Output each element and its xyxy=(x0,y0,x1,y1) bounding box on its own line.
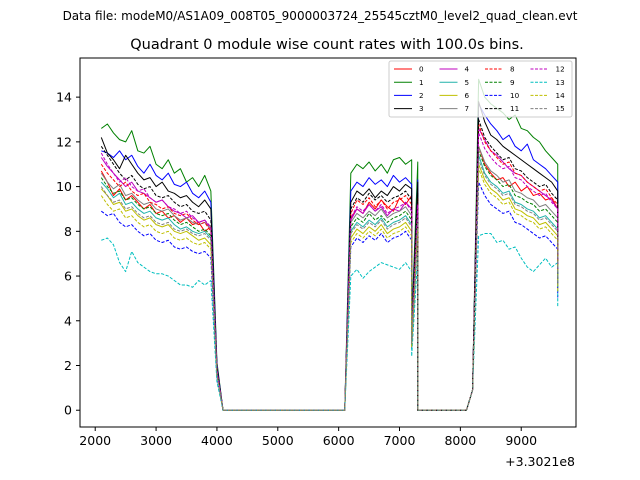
x-axis: 2000 3000 4000 5000 6000 7000 8000 9000 xyxy=(79,427,537,448)
chart-title: Quadrant 0 module wise count rates with … xyxy=(130,37,524,53)
legend-label-9: 9 xyxy=(510,78,515,87)
plot-frame xyxy=(79,57,577,428)
y-tick-label: 14 xyxy=(56,90,72,105)
legend-label-13: 13 xyxy=(556,78,565,87)
x-tick-label: 4000 xyxy=(201,433,233,448)
series-line-14 xyxy=(100,168,559,411)
x-tick-label: 6000 xyxy=(323,433,355,448)
legend-label-10: 10 xyxy=(510,91,520,100)
y-tick-label: 8 xyxy=(64,224,72,239)
y-tick-label: 6 xyxy=(64,269,72,284)
legend-label-15: 15 xyxy=(556,104,565,113)
series-line-11 xyxy=(100,119,559,411)
x-tick-label: 3000 xyxy=(140,433,172,448)
y-axis: 0 2 4 6 8 10 12 14 xyxy=(56,90,80,418)
x-offset-label: +3.3021e8 xyxy=(505,454,575,469)
legend-label-7: 7 xyxy=(465,104,470,113)
x-tick-label: 8000 xyxy=(444,433,476,448)
x-tick-label: 5000 xyxy=(262,433,294,448)
series-layer xyxy=(100,78,559,411)
legend-label-8: 8 xyxy=(510,65,515,74)
legend-label-4: 4 xyxy=(465,65,470,74)
y-tick-label: 2 xyxy=(64,358,72,373)
y-tick-label: 10 xyxy=(56,179,72,194)
legend-label-3: 3 xyxy=(419,104,424,113)
legend-label-6: 6 xyxy=(465,91,470,100)
y-tick-label: 4 xyxy=(64,313,72,328)
figure-suptitle: Data file: modeM0/AS1A09_008T05_90000037… xyxy=(63,9,578,23)
x-tick-label: 7000 xyxy=(384,433,416,448)
x-tick-label: 2000 xyxy=(79,433,111,448)
y-tick-label: 0 xyxy=(64,403,72,418)
legend-label-0: 0 xyxy=(419,65,424,74)
legend-label-11: 11 xyxy=(510,104,519,113)
y-tick-label: 12 xyxy=(56,134,72,149)
legend-label-14: 14 xyxy=(556,91,566,100)
legend-box xyxy=(388,60,573,118)
x-tick-label: 9000 xyxy=(505,433,537,448)
legend-label-5: 5 xyxy=(465,78,470,87)
legend-label-2: 2 xyxy=(419,91,424,100)
legend-label-12: 12 xyxy=(556,65,565,74)
legend-label-1: 1 xyxy=(419,78,424,87)
